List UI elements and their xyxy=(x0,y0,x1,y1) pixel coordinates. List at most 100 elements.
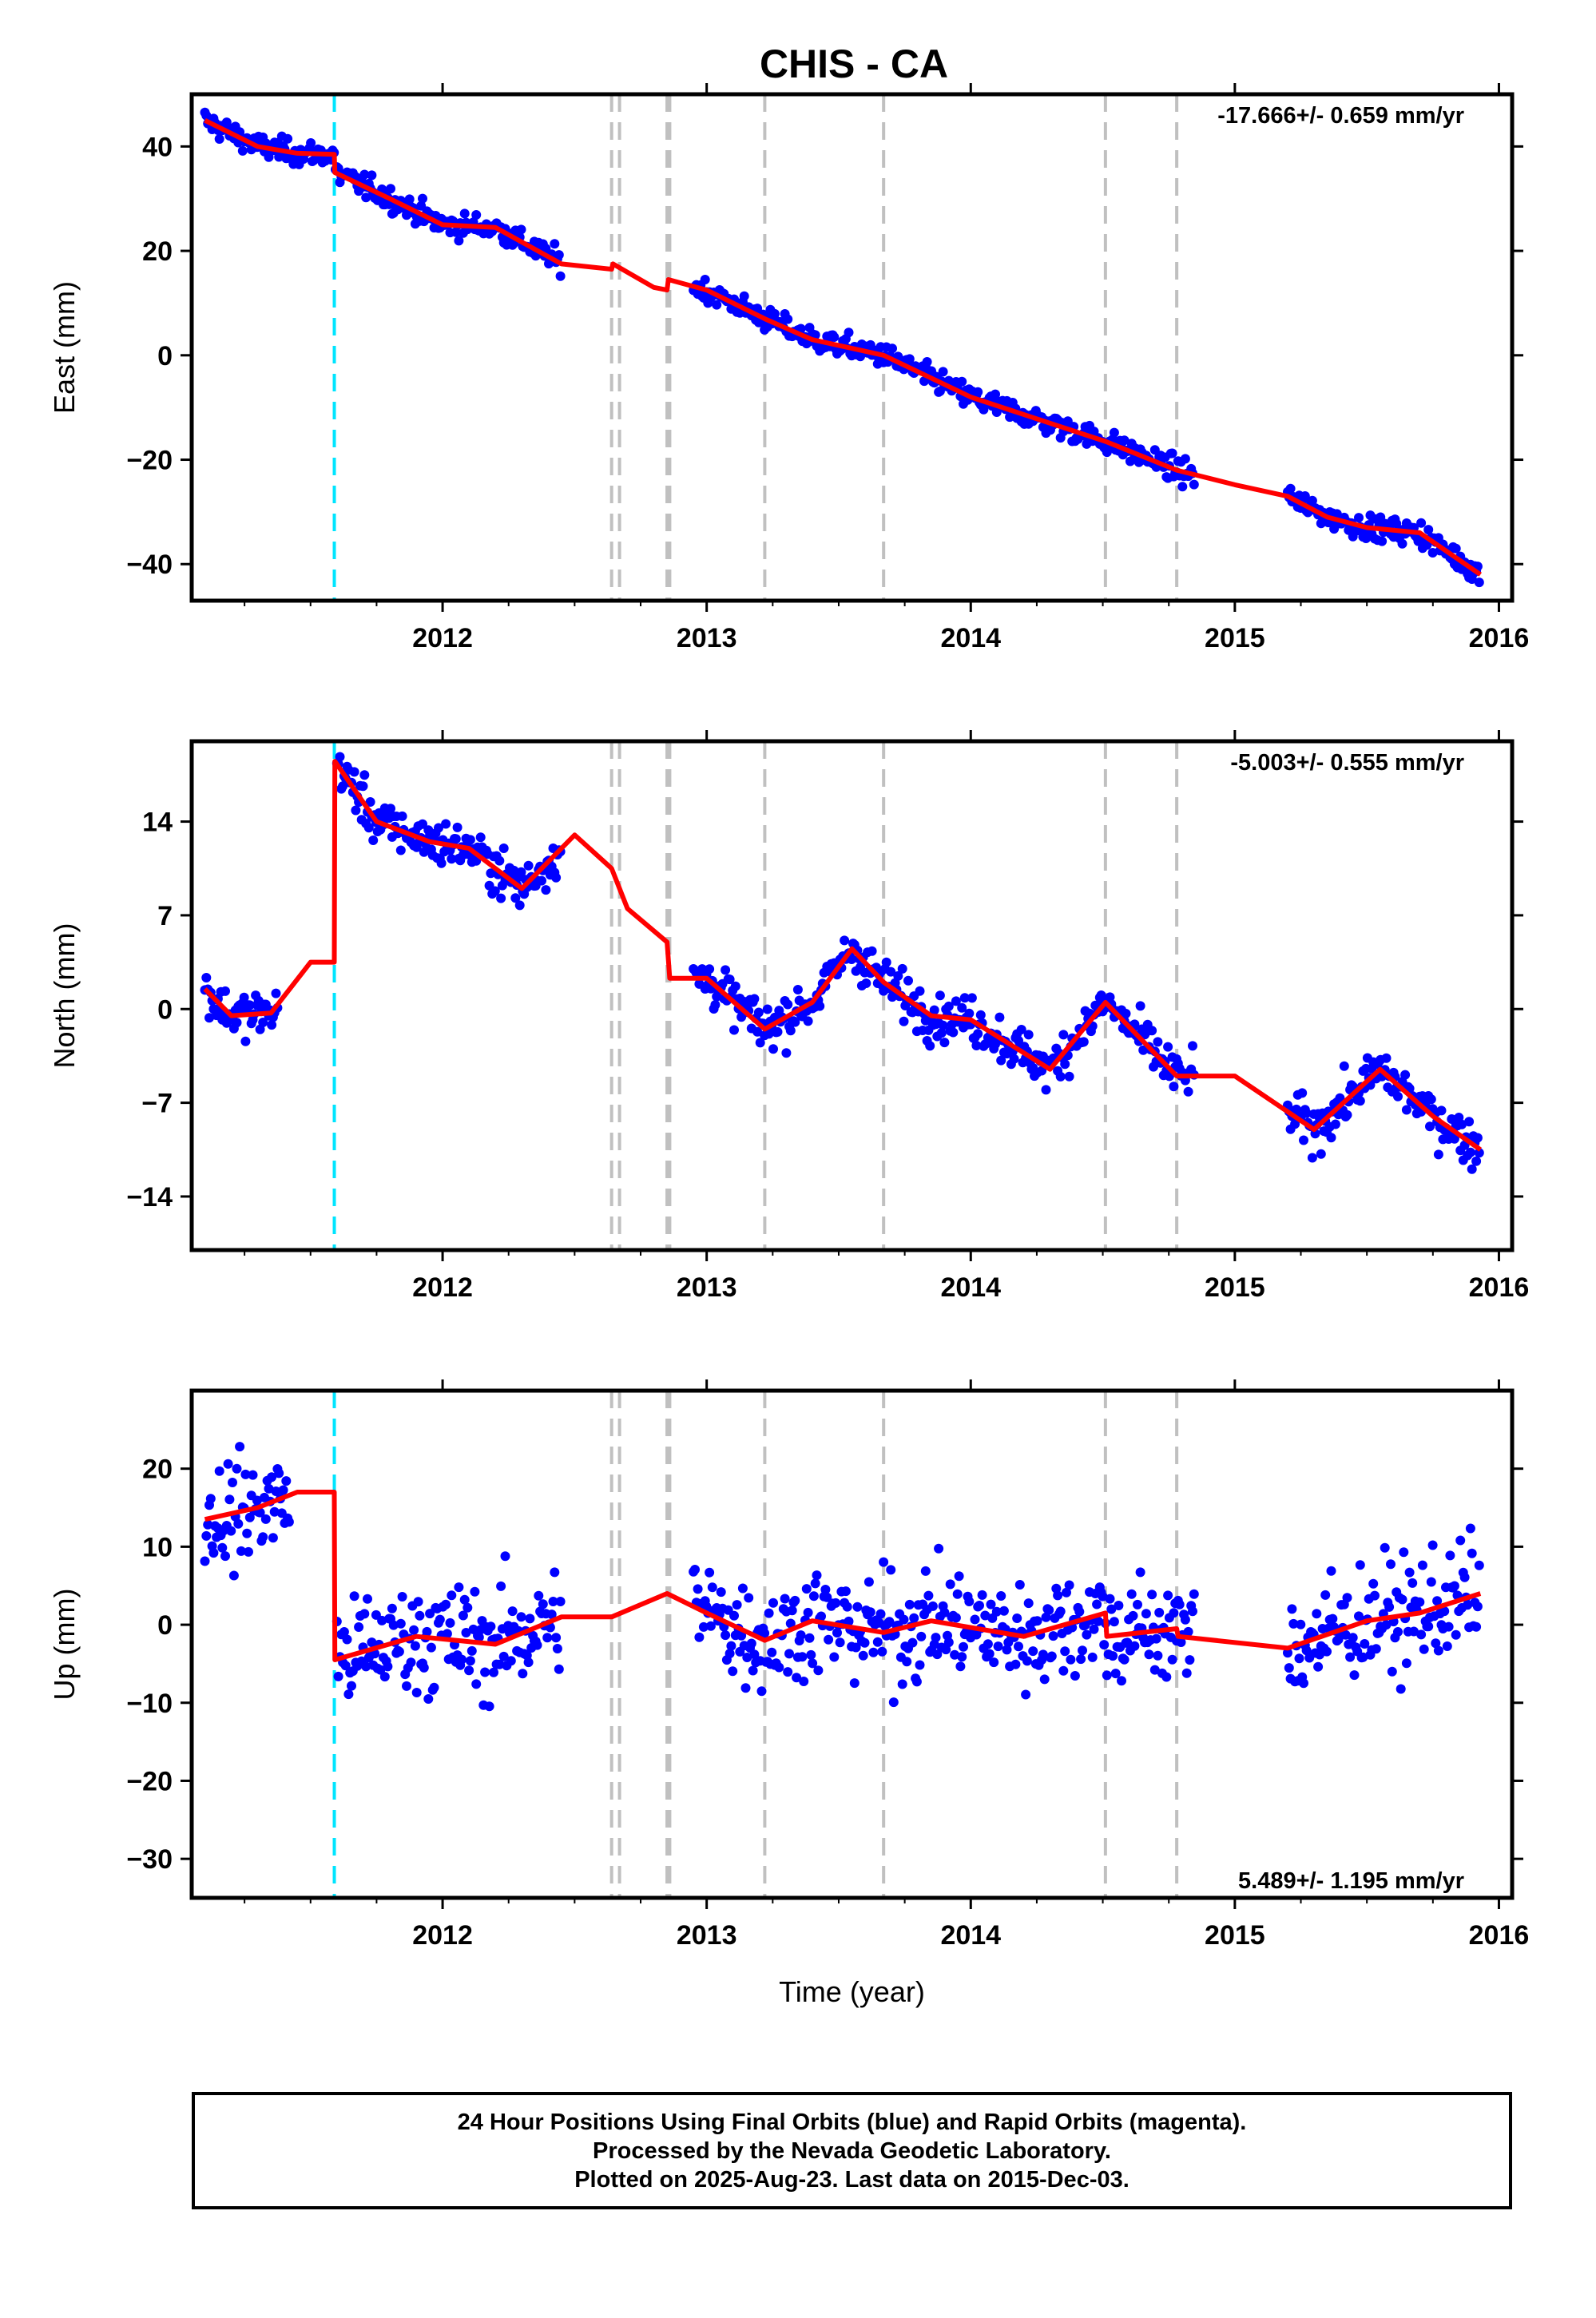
x-tick-label: 2014 xyxy=(940,1272,1001,1303)
data-point xyxy=(781,1048,792,1058)
data-point xyxy=(737,1583,748,1594)
data-point xyxy=(244,1546,253,1557)
data-point xyxy=(693,1584,703,1594)
data-point xyxy=(760,1628,770,1638)
data-point xyxy=(1189,1589,1199,1599)
data-point xyxy=(441,1599,451,1610)
data-point xyxy=(907,1637,918,1648)
data-point xyxy=(984,1649,995,1659)
data-point xyxy=(383,1661,393,1672)
data-point xyxy=(899,1016,909,1026)
data-point xyxy=(447,854,457,864)
data-point xyxy=(471,1679,482,1689)
x-tick-label: 2015 xyxy=(1205,623,1265,653)
data-point xyxy=(1167,1654,1177,1665)
data-point xyxy=(1455,1535,1466,1546)
data-point xyxy=(338,781,348,792)
data-point xyxy=(1348,1633,1358,1643)
data-point xyxy=(205,1494,216,1504)
data-point xyxy=(1354,1611,1364,1621)
data-point xyxy=(214,1466,224,1476)
data-point xyxy=(367,170,377,181)
x-tick-label: 2012 xyxy=(412,1272,473,1303)
data-point xyxy=(832,1628,842,1638)
data-point xyxy=(721,1630,731,1641)
data-point xyxy=(1297,1088,1308,1098)
data-point xyxy=(995,1012,1005,1022)
data-point xyxy=(354,1622,364,1632)
data-point xyxy=(1062,1587,1071,1598)
data-point xyxy=(922,357,932,367)
data-point xyxy=(799,1677,809,1686)
data-point xyxy=(829,1652,840,1662)
data-point xyxy=(977,1590,987,1600)
data-point xyxy=(1415,1597,1425,1607)
data-point xyxy=(1459,1572,1470,1582)
data-point xyxy=(1154,1607,1165,1617)
data-point xyxy=(1370,1590,1380,1601)
data-point xyxy=(1377,536,1388,546)
data-point xyxy=(1397,538,1407,549)
data-point xyxy=(465,1656,475,1666)
plot-area xyxy=(200,94,1484,601)
data-point xyxy=(783,314,793,324)
data-point xyxy=(1354,513,1364,523)
data-point xyxy=(730,981,740,991)
data-point xyxy=(705,1621,716,1631)
data-point xyxy=(409,1625,419,1635)
model-curve xyxy=(203,759,1483,1152)
data-point xyxy=(1416,518,1427,528)
data-point xyxy=(228,1570,239,1581)
data-point xyxy=(948,1027,959,1038)
data-point xyxy=(945,1579,955,1590)
y-tick-label: 0 xyxy=(157,1610,173,1641)
data-point xyxy=(1436,1105,1447,1116)
footer-line-2: Processed by the Nevada Geodetic Laborat… xyxy=(593,2137,1111,2164)
data-point xyxy=(1407,1578,1418,1588)
footer-line-3: Plotted on 2025-Aug-23. Last data on 201… xyxy=(574,2166,1130,2193)
data-point xyxy=(359,1609,370,1619)
data-point xyxy=(278,1485,288,1495)
data-point xyxy=(957,376,967,387)
data-point xyxy=(971,1041,982,1050)
data-point xyxy=(897,1679,907,1689)
data-point xyxy=(756,1686,767,1697)
data-point xyxy=(710,1000,721,1010)
data-point xyxy=(248,1470,258,1480)
data-point xyxy=(236,1546,246,1556)
data-point xyxy=(1169,1608,1179,1618)
data-point xyxy=(1396,1684,1406,1694)
data-point xyxy=(1064,1071,1074,1082)
data-point xyxy=(1427,1540,1438,1550)
data-point xyxy=(200,1556,210,1566)
data-point xyxy=(950,1649,960,1660)
data-point xyxy=(1130,1641,1140,1651)
data-point xyxy=(700,275,710,284)
data-point xyxy=(441,819,451,829)
data-point xyxy=(764,1608,774,1618)
data-point xyxy=(1108,1651,1118,1661)
data-point xyxy=(217,1542,228,1553)
data-point xyxy=(1399,1547,1409,1558)
data-point xyxy=(796,1630,806,1641)
data-point xyxy=(887,343,897,354)
data-point xyxy=(816,1611,826,1621)
x-tick-label: 2014 xyxy=(940,1920,1001,1951)
x-tick-label: 2016 xyxy=(1469,623,1530,653)
data-point xyxy=(1464,1117,1475,1127)
data-point xyxy=(1163,1590,1173,1601)
data-point xyxy=(1465,1147,1475,1157)
data-point xyxy=(1474,578,1484,588)
data-point xyxy=(1012,1613,1022,1623)
data-point xyxy=(970,1614,980,1625)
data-point xyxy=(500,1551,510,1562)
x-tick-label: 2013 xyxy=(677,1272,737,1303)
data-point xyxy=(1287,1604,1297,1614)
data-point xyxy=(1299,1678,1308,1689)
data-point xyxy=(1016,1025,1026,1034)
data-point xyxy=(422,1626,432,1637)
data-point xyxy=(397,1592,407,1602)
data-point xyxy=(349,1591,359,1602)
data-point xyxy=(532,1640,542,1650)
data-point xyxy=(379,1672,390,1682)
